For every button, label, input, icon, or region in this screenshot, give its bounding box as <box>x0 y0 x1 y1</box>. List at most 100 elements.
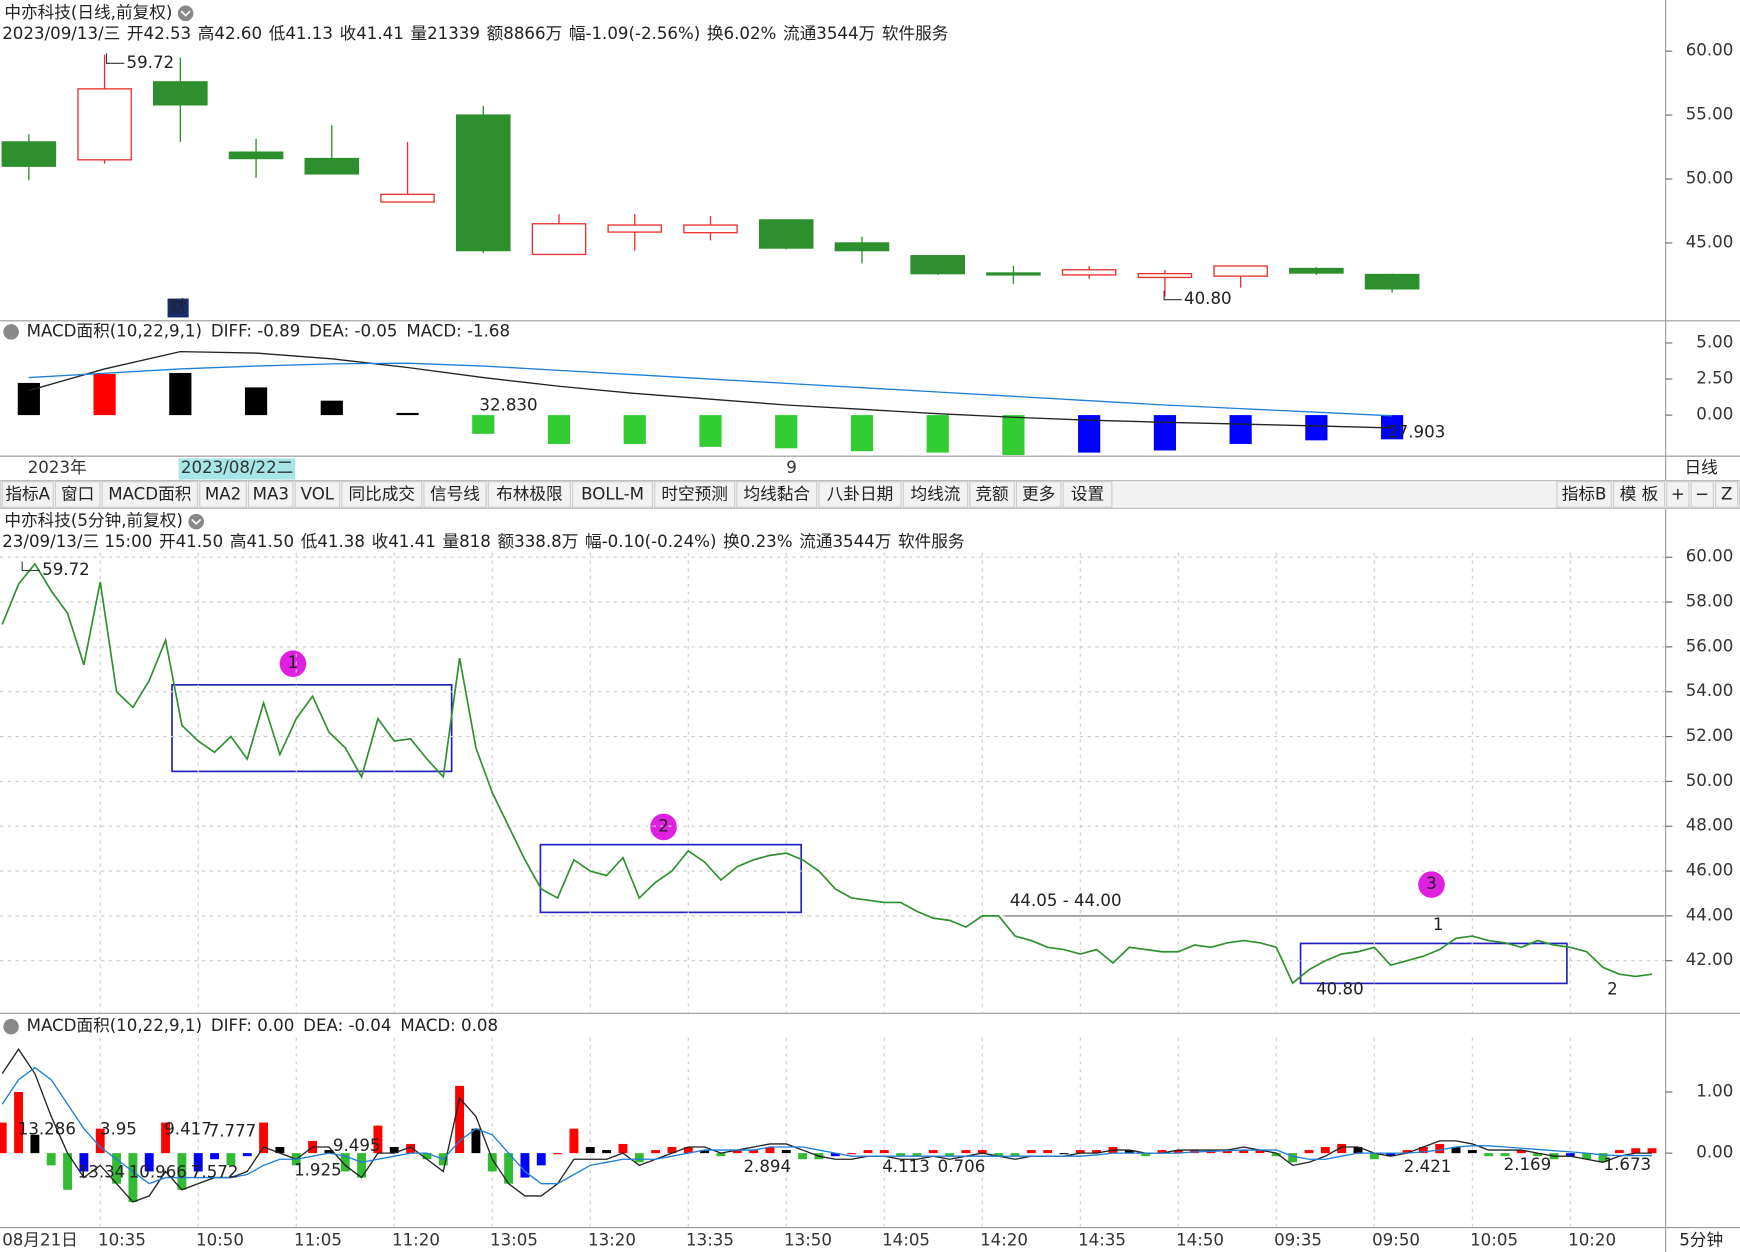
x-axis-text: 2023年 <box>28 458 87 477</box>
toolbar-label[interactable]: 布林极限 <box>496 485 563 504</box>
toolbar-label[interactable]: 指标B <box>1562 485 1607 504</box>
y-tick-label: 60.00 <box>1686 41 1734 60</box>
toolbar-label[interactable]: 窗口 <box>61 485 94 504</box>
toolbar-button[interactable] <box>736 481 818 508</box>
x-tick-label: 9 <box>786 458 797 477</box>
candle-body <box>758 219 814 249</box>
toolbar-label[interactable]: 指标A <box>5 485 50 504</box>
toolbar-button[interactable] <box>1690 481 1714 508</box>
macd-bar <box>1075 1150 1085 1154</box>
macd-bar <box>1222 1150 1232 1154</box>
macd-bar <box>46 1153 56 1166</box>
toolbar-label[interactable]: VOL <box>301 485 335 504</box>
toolbar-button[interactable] <box>1015 481 1062 508</box>
macd-bar <box>1043 1150 1053 1154</box>
toolbar-label[interactable]: MACD面积 <box>108 485 191 504</box>
toolbar-button[interactable] <box>902 481 969 508</box>
toolbar-button[interactable] <box>423 481 487 508</box>
x-tick-label: 14:50 <box>1176 1230 1224 1249</box>
info-item: 高42.60 <box>198 24 262 43</box>
area-label: 9.417 <box>164 1119 212 1138</box>
toolbar-button[interactable] <box>1715 481 1739 508</box>
info-item: 换0.23% <box>723 532 792 551</box>
toolbar-button[interactable] <box>248 481 294 508</box>
indicator-line <box>28 350 1393 429</box>
macd-bar <box>1173 1150 1183 1154</box>
toolbar-button[interactable] <box>54 481 101 508</box>
toolbar-button[interactable] <box>487 481 571 508</box>
toolbar-label[interactable]: 均线黏合 <box>744 485 811 504</box>
info-item: 23/09/13/三 15:00 <box>2 532 152 551</box>
y-tick-label: 45.00 <box>1686 232 1734 251</box>
toolbar-button[interactable] <box>199 481 247 508</box>
dropdown-icon[interactable] <box>188 513 204 530</box>
candle-body <box>1213 265 1268 277</box>
x-tick-label: 11:05 <box>294 1230 342 1249</box>
toolbar <box>0 480 1740 509</box>
toolbar-button[interactable] <box>572 481 654 508</box>
toolbar-label[interactable]: Z <box>1721 485 1732 504</box>
toolbar-button[interactable] <box>1 481 54 508</box>
toolbar-label[interactable]: 均线流 <box>911 485 961 504</box>
dropdown-icon[interactable] <box>177 5 194 22</box>
toolbar-button[interactable] <box>1556 481 1612 508</box>
toolbar-label[interactable]: 信号线 <box>430 485 480 504</box>
toolbar-label[interactable]: 设置 <box>1071 485 1104 504</box>
dropdown-icon[interactable] <box>3 1018 19 1035</box>
macd-bar <box>618 1143 628 1154</box>
chart-title: 中亦科技(5分钟,前复权) <box>4 511 182 530</box>
info-item: 高41.50 <box>230 532 294 551</box>
area-label: 9.495 <box>333 1136 381 1155</box>
macd-bar <box>553 1153 563 1155</box>
macd-bar <box>585 1147 595 1154</box>
info-item: 软件服务 <box>882 24 948 43</box>
toolbar-button[interactable] <box>101 481 199 508</box>
toolbar-label[interactable]: 模 板 <box>1620 485 1659 504</box>
y-tick-label: 1.00 <box>1696 1081 1733 1100</box>
info-item: 额338.8万 <box>498 532 579 551</box>
macd-bar <box>716 1153 726 1157</box>
toolbar-label[interactable]: BOLL-M <box>581 485 644 504</box>
toolbar-label[interactable]: 更多 <box>1022 485 1055 504</box>
legend-entry: DIFF: -0.89 <box>211 321 300 340</box>
toolbar-button[interactable] <box>654 481 736 508</box>
macd-bar <box>1059 1153 1069 1155</box>
macd-bar <box>749 1150 759 1154</box>
toolbar-button[interactable] <box>969 481 1015 508</box>
toolbar-button[interactable] <box>1612 481 1666 508</box>
macd-bar <box>569 1128 579 1154</box>
toolbar-button[interactable] <box>818 481 902 508</box>
toolbar-label[interactable]: 八卦日期 <box>827 485 893 504</box>
annotation-arrow <box>21 561 40 572</box>
x-tick-label: 13:50 <box>784 1230 832 1249</box>
info-item: 幅-1.09(-2.56%) <box>569 24 700 43</box>
area-label: 10.966 <box>129 1163 187 1182</box>
x-tick-label: 10:50 <box>196 1230 244 1249</box>
area-label: 13.34 <box>78 1163 126 1182</box>
dropdown-icon[interactable] <box>3 324 19 340</box>
info-item: 低41.38 <box>301 532 365 551</box>
toolbar-label[interactable]: + <box>1671 485 1685 504</box>
candle-body <box>380 193 435 203</box>
toolbar-label[interactable]: 时空预测 <box>661 485 727 504</box>
info-item: 幅-0.10(-0.24%) <box>585 532 716 551</box>
macd-bar <box>798 1153 808 1160</box>
candle-body <box>1137 272 1193 279</box>
toolbar-label[interactable]: MA3 <box>253 485 289 504</box>
candle-body <box>304 157 360 175</box>
area-label: 2.421 <box>1404 1157 1452 1176</box>
toolbar-label[interactable]: − <box>1695 485 1709 504</box>
info-item: 量818 <box>442 532 490 551</box>
toolbar-button[interactable] <box>1666 481 1690 508</box>
toolbar-label[interactable]: MA2 <box>205 485 241 504</box>
legend-entry: DEA: -0.04 <box>303 1016 391 1035</box>
macd-bar <box>1157 1150 1167 1154</box>
toolbar-label[interactable]: 竞额 <box>975 485 1009 504</box>
toolbar-label[interactable]: 同比成交 <box>348 485 414 504</box>
toolbar-button[interactable] <box>294 481 341 508</box>
toolbar-button[interactable] <box>341 481 423 508</box>
annotation: 59.72 <box>42 560 90 579</box>
macd-bar <box>1647 1148 1657 1154</box>
toolbar-button[interactable] <box>1062 481 1113 508</box>
